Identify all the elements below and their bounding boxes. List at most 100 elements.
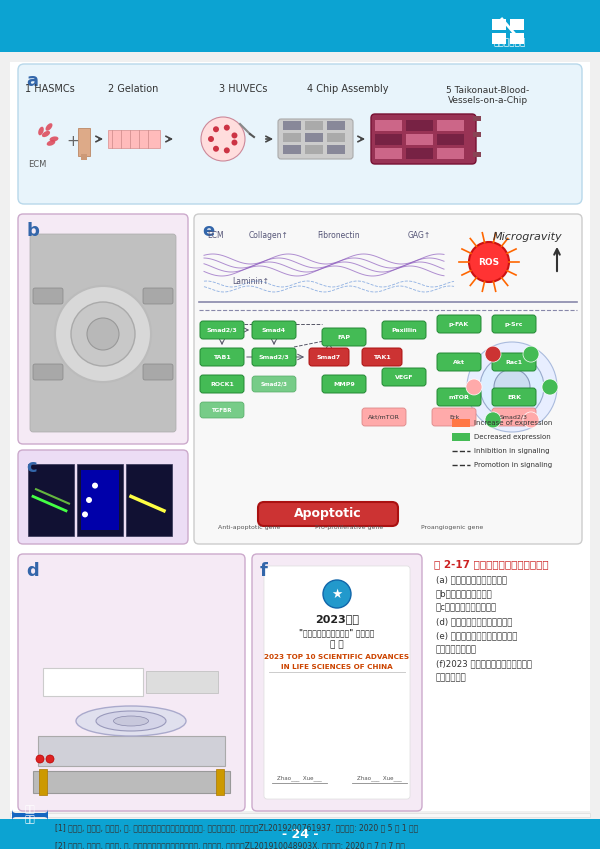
Circle shape — [46, 755, 54, 763]
Bar — [305, 133, 323, 142]
FancyBboxPatch shape — [362, 348, 402, 366]
Text: p-FAK: p-FAK — [449, 322, 469, 327]
Text: Fibronectin: Fibronectin — [317, 231, 361, 240]
Circle shape — [485, 346, 501, 362]
FancyBboxPatch shape — [200, 348, 244, 366]
Text: TAB1: TAB1 — [213, 355, 231, 359]
Ellipse shape — [76, 706, 186, 736]
FancyBboxPatch shape — [252, 348, 296, 366]
Text: VEGF: VEGF — [395, 374, 413, 380]
Circle shape — [213, 127, 219, 132]
Bar — [39, 769, 47, 795]
Circle shape — [71, 302, 135, 366]
Text: 4 Chip Assembly: 4 Chip Assembly — [307, 84, 389, 94]
Text: 图 2-17 人工血管器官芯片研究成果: 图 2-17 人工血管器官芯片研究成果 — [434, 559, 548, 569]
Text: Microgravity: Microgravity — [493, 232, 562, 242]
Text: e: e — [202, 222, 214, 240]
Bar — [216, 769, 224, 795]
Bar — [327, 133, 345, 142]
Ellipse shape — [50, 137, 58, 142]
Bar — [28, 464, 74, 536]
Bar — [375, 120, 402, 131]
Bar — [0, 819, 600, 849]
Ellipse shape — [47, 140, 55, 146]
FancyBboxPatch shape — [264, 566, 410, 799]
Bar — [81, 470, 119, 530]
Circle shape — [36, 755, 44, 763]
Bar — [375, 148, 402, 159]
Bar — [108, 130, 160, 148]
Bar — [81, 154, 87, 160]
Bar — [510, 19, 524, 30]
Bar — [452, 419, 470, 427]
Text: Akt: Akt — [453, 359, 465, 364]
FancyBboxPatch shape — [382, 368, 426, 386]
FancyBboxPatch shape — [18, 554, 245, 811]
Circle shape — [523, 346, 539, 362]
FancyBboxPatch shape — [252, 376, 296, 392]
Circle shape — [485, 412, 501, 428]
Text: ROS: ROS — [478, 257, 500, 267]
Circle shape — [469, 242, 509, 282]
Bar — [10, 62, 590, 811]
Text: f: f — [260, 562, 268, 580]
FancyBboxPatch shape — [30, 234, 176, 432]
Text: 化的细胞学机制；: 化的细胞学机制； — [436, 645, 477, 654]
FancyBboxPatch shape — [258, 502, 398, 526]
Text: Collagen↑: Collagen↑ — [249, 231, 289, 240]
FancyBboxPatch shape — [492, 388, 536, 406]
Text: 2 Gelation: 2 Gelation — [108, 84, 158, 94]
Text: ROCK1: ROCK1 — [210, 381, 234, 386]
Circle shape — [494, 369, 530, 405]
FancyBboxPatch shape — [492, 315, 536, 333]
FancyBboxPatch shape — [322, 375, 366, 393]
Bar — [492, 33, 506, 44]
Bar — [510, 33, 524, 44]
Bar — [146, 671, 218, 693]
Text: Erk: Erk — [449, 414, 459, 419]
Text: IN LIFE SCIENCES OF CHINA: IN LIFE SCIENCES OF CHINA — [281, 664, 393, 670]
Bar — [473, 116, 481, 121]
FancyBboxPatch shape — [252, 554, 422, 811]
Text: Smad2/3: Smad2/3 — [206, 328, 238, 333]
Circle shape — [201, 117, 245, 161]
Bar — [406, 120, 433, 131]
Text: Apoptotic: Apoptotic — [294, 508, 362, 520]
Text: Paxillin: Paxillin — [391, 328, 417, 333]
Text: 进展荣誉证书: 进展荣誉证书 — [436, 673, 467, 682]
Text: Laminin↑: Laminin↑ — [232, 277, 269, 286]
Text: "中国生命科学十大进展" 入选项目: "中国生命科学十大进展" 入选项目 — [299, 628, 374, 637]
Circle shape — [92, 482, 98, 489]
Text: GAG↑: GAG↑ — [407, 231, 431, 240]
Circle shape — [224, 148, 230, 154]
Circle shape — [87, 318, 119, 350]
Text: Anti-apoptotic gene: Anti-apoptotic gene — [218, 525, 280, 530]
Text: p-Src: p-Src — [505, 322, 523, 327]
Text: Proangiogenic gene: Proangiogenic gene — [421, 525, 483, 530]
Text: Smad4: Smad4 — [262, 328, 286, 333]
Text: Akt/mTOR: Akt/mTOR — [368, 414, 400, 419]
Bar — [437, 134, 464, 145]
FancyBboxPatch shape — [194, 214, 582, 544]
Text: - 24 -: - 24 - — [282, 828, 318, 841]
Bar — [437, 148, 464, 159]
Text: 2023 TOP 10 SCIENTIFIC ADVANCES: 2023 TOP 10 SCIENTIFIC ADVANCES — [265, 654, 410, 660]
Bar — [473, 132, 481, 137]
FancyBboxPatch shape — [200, 375, 244, 393]
Text: Rac1: Rac1 — [505, 359, 523, 364]
FancyBboxPatch shape — [437, 353, 481, 371]
Ellipse shape — [96, 711, 166, 731]
Circle shape — [466, 379, 482, 395]
Bar — [327, 121, 345, 130]
Text: ECM: ECM — [208, 231, 224, 240]
Text: ECM: ECM — [28, 160, 46, 169]
FancyBboxPatch shape — [492, 353, 536, 371]
Bar — [283, 121, 301, 130]
Text: Smad2/3: Smad2/3 — [500, 414, 528, 419]
Bar — [327, 145, 345, 154]
Circle shape — [86, 497, 92, 503]
Bar — [406, 148, 433, 159]
Text: ERK: ERK — [507, 395, 521, 400]
Text: （b）血管芯片实物图；: （b）血管芯片实物图； — [436, 589, 493, 598]
Text: （c）人工血管显微图像；: （c）人工血管显微图像； — [436, 603, 497, 612]
